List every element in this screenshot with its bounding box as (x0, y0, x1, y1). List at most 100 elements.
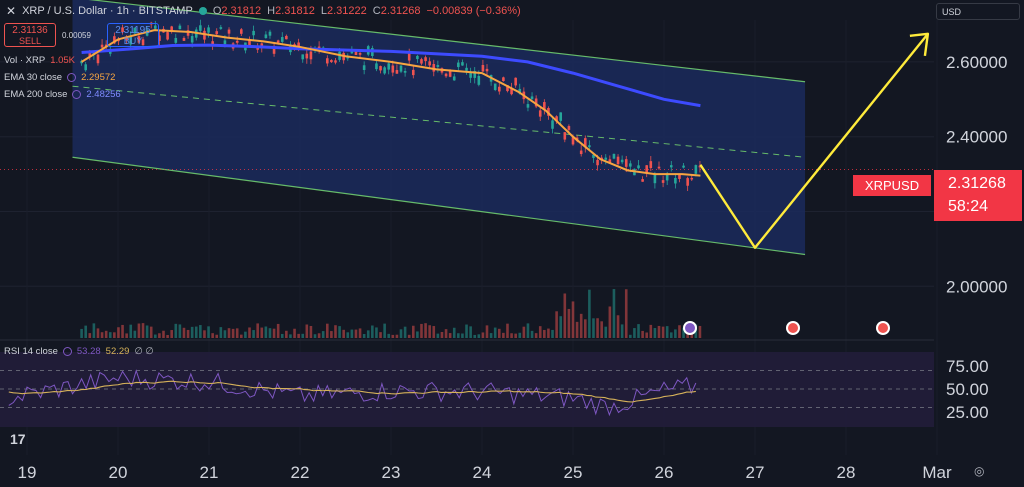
indicator-volume[interactable]: Vol · XRP 1.05K (4, 54, 76, 66)
candle-body (506, 85, 509, 92)
volume-bar (506, 323, 509, 338)
candle-body (96, 54, 100, 64)
candle-body (649, 161, 653, 169)
sell-label: SELL (18, 36, 42, 46)
ema30-line (81, 29, 701, 177)
candle-body (514, 77, 517, 86)
candle-body (158, 35, 161, 41)
channel-fill (72, 0, 806, 255)
candle-body (424, 57, 427, 62)
symbol-title[interactable]: XRP / U.S. Dollar · 1h · BITSTAMP (22, 5, 193, 17)
market-status-icon (198, 7, 207, 15)
close-icon[interactable]: ✕ (6, 4, 17, 18)
volume-bar (297, 333, 300, 338)
candle-body (129, 36, 133, 45)
indicator-ema200[interactable]: EMA 200 close 2.48256 (4, 88, 121, 100)
candle-body (383, 67, 386, 74)
candle-body (100, 44, 104, 48)
event-dot (878, 323, 888, 333)
candle-body (420, 59, 423, 64)
candle-body (88, 51, 92, 57)
candle-body (657, 166, 661, 169)
candle-body (481, 65, 485, 72)
candle-body (604, 157, 608, 160)
time-tick-label: 26 (655, 463, 674, 482)
volume-bar (154, 334, 157, 338)
candle-body (620, 159, 624, 163)
lightning-event-icon (683, 321, 697, 335)
volume-bar (256, 323, 259, 338)
volume-bar (530, 330, 534, 338)
bar-countdown: 58:24 (948, 198, 989, 215)
indicator-ema30[interactable]: EMA 30 close 2.29572 (4, 71, 116, 83)
candle-body (280, 37, 284, 42)
buy-button[interactable]: 2.31195 BUY (107, 23, 159, 47)
candle-body (309, 51, 313, 60)
candle-body (665, 173, 669, 181)
candle-body (223, 40, 227, 45)
volume-bar (166, 334, 169, 338)
volume-bar (330, 331, 333, 338)
event-dot (788, 323, 798, 333)
candle-body (588, 145, 591, 148)
volume-bar (444, 329, 448, 338)
volume-bar (579, 313, 583, 338)
ticker-label: XRPUSD (853, 175, 931, 196)
settings-icon[interactable] (62, 346, 72, 356)
volume-bar (252, 330, 255, 338)
us-flag-event-icon (786, 321, 800, 335)
currency-select[interactable]: USD (936, 3, 1020, 20)
volume-bar (248, 327, 251, 338)
volume-bar (407, 334, 411, 338)
volume-bar (477, 334, 481, 338)
gear-icon[interactable]: ◎ (974, 464, 985, 478)
volume-bar (624, 289, 628, 338)
candle-body (113, 36, 116, 44)
volume-bar (137, 323, 141, 338)
channel-upper-line (88, 0, 806, 83)
close-value: 2.31268 (380, 5, 421, 17)
volume-bar (190, 326, 194, 338)
candle-body (682, 165, 685, 168)
volume-bar (141, 323, 145, 338)
candle-body (694, 165, 698, 174)
tradingview-logo-icon[interactable]: 17 (10, 431, 26, 447)
time-tick-label: 25 (564, 463, 583, 482)
candle-body (252, 30, 255, 36)
time-tick-label: 28 (837, 463, 856, 482)
candle-body (248, 39, 251, 47)
volume-bar (452, 327, 456, 338)
candle-body (436, 65, 440, 67)
volume-bar (149, 326, 153, 338)
candle-body (461, 62, 464, 66)
volume-bar (88, 333, 92, 338)
volume-bar (350, 329, 354, 338)
settings-icon[interactable] (67, 72, 77, 82)
volume-bar (653, 328, 657, 338)
volume-bar (563, 293, 567, 338)
candle-body (174, 37, 178, 43)
candle-body (182, 37, 186, 41)
rsi-legend[interactable]: RSI 14 close 53.28 52.29 ∅ ∅ (4, 345, 154, 357)
volume-bar (280, 333, 284, 338)
candle-body (137, 36, 141, 43)
sell-button[interactable]: 2.31136 SELL (4, 23, 56, 47)
volume-bar (158, 333, 161, 338)
candle-body (362, 65, 366, 70)
volume-bar (432, 326, 436, 338)
last-price-value: 2.31268 (948, 175, 1006, 192)
volume-bar (473, 334, 477, 338)
volume-bar (223, 330, 227, 338)
chart-header: ✕ XRP / U.S. Dollar · 1h · BITSTAMP O2.3… (6, 4, 521, 18)
volume-bar (686, 333, 689, 338)
candle-body (530, 96, 534, 100)
volume-bar (629, 334, 632, 338)
candle-body (637, 165, 640, 169)
volume-bar (698, 325, 702, 338)
settings-icon[interactable] (72, 89, 82, 99)
volume-bar (199, 325, 202, 338)
price-tick-label: 2.60000 (946, 53, 1007, 72)
candle-body (493, 83, 497, 91)
candle-body (256, 47, 259, 50)
